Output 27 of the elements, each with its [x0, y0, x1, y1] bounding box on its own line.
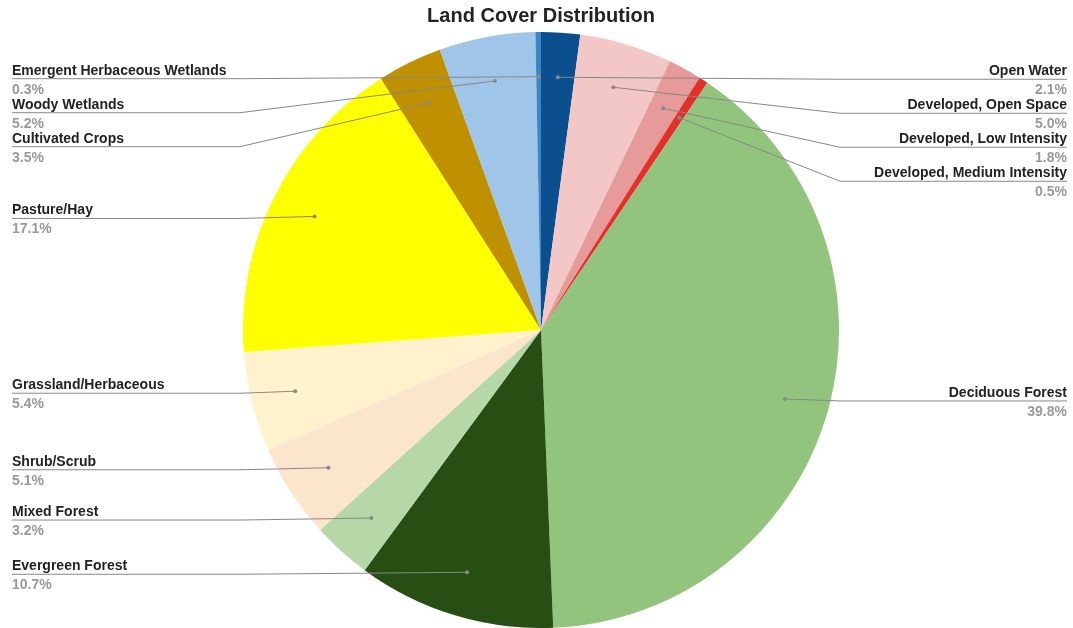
slice-label: Shrub/Scrub — [12, 452, 97, 469]
data-label: 17.1% — [12, 220, 53, 237]
data-label: 1.8% — [1035, 149, 1068, 166]
data-label: 5.4% — [12, 395, 45, 412]
chart-title: Land Cover Distribution — [427, 3, 655, 26]
data-label: 0.3% — [12, 80, 45, 97]
data-label: 3.5% — [12, 148, 45, 165]
slice-label: Evergreen Forest — [12, 557, 128, 574]
slice-label: Developed, Open Space — [907, 96, 1068, 113]
data-label: 5.0% — [1035, 115, 1068, 132]
data-label: 39.8% — [1027, 402, 1068, 419]
slice-label: Open Water — [988, 62, 1068, 79]
data-label: 2.1% — [1035, 81, 1068, 98]
slice-label: Cultivated Crops — [12, 129, 125, 146]
slice-label: Emergent Herbaceous Wetlands — [12, 61, 227, 78]
slice-label: Mixed Forest — [12, 503, 99, 520]
slice-label: Deciduous Forest — [948, 383, 1068, 400]
data-label: 5.2% — [12, 114, 45, 131]
data-label: 10.7% — [12, 576, 53, 593]
data-label: 5.1% — [12, 471, 45, 488]
data-label: 3.2% — [12, 522, 45, 539]
data-label: 0.5% — [1035, 183, 1068, 200]
slice-label: Pasture/Hay — [12, 201, 94, 218]
slice-label: Developed, Medium Intensity — [874, 164, 1068, 181]
slice-label: Grassland/Herbaceous — [12, 376, 165, 393]
slice-label: Woody Wetlands — [12, 95, 125, 112]
slice-label: Developed, Low Intensity — [898, 130, 1068, 147]
